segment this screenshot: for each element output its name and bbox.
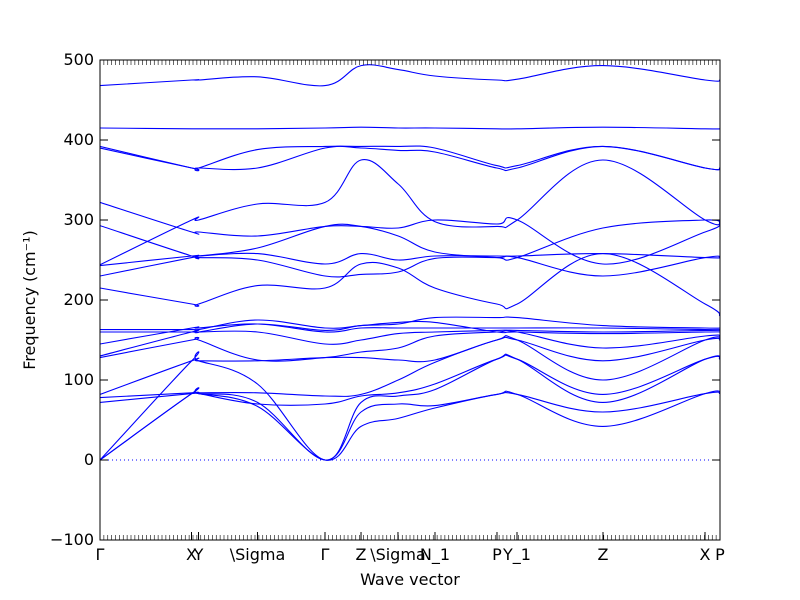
band-line-13 [100,255,720,278]
y-tick-label: 300 [63,210,94,229]
x-tick-label: Z [598,545,609,564]
band-line-5 [100,335,720,399]
band-line-10 [100,316,720,334]
band-line-6 [100,336,720,395]
band-line-7 [100,329,720,362]
x-tick-label: X [186,545,197,564]
band-line-4 [100,354,720,406]
band-line-19 [100,145,720,172]
band-line-21 [100,64,720,87]
x-tick-label: Γ [321,545,330,564]
x-tick-label: X [700,545,711,564]
y-axis-label: Frequency (cm⁻¹) [20,230,39,369]
x-tick-label: Γ [96,545,105,564]
y-tick-label: −100 [50,530,94,549]
x-tick-label: \Sigma [370,545,426,564]
y-tick-label: 400 [63,130,94,149]
x-tick-label: P [492,545,502,564]
x-axis-label: Wave vector [360,570,460,589]
band-line-9 [100,323,720,345]
y-tick-label: 100 [63,370,94,389]
x-tick-label: \Sigma [230,545,286,564]
plot-area [100,64,720,461]
y-tick-label: 0 [84,450,94,469]
x-tick-label: Y [193,545,204,564]
x-tick-label: P [715,545,725,564]
axes-frame [99,59,721,541]
band-line-16 [100,201,720,265]
band-line-11 [100,319,720,335]
x-tick-label: Y_1 [502,545,531,565]
y-tick-label: 500 [63,50,94,69]
band-line-20 [100,126,720,130]
band-line-15 [100,219,720,261]
band-line-17 [100,159,720,266]
y-tick-label: 200 [63,290,94,309]
x-tick-label: Z [356,545,367,564]
x-tick-label: N_1 [420,545,450,565]
